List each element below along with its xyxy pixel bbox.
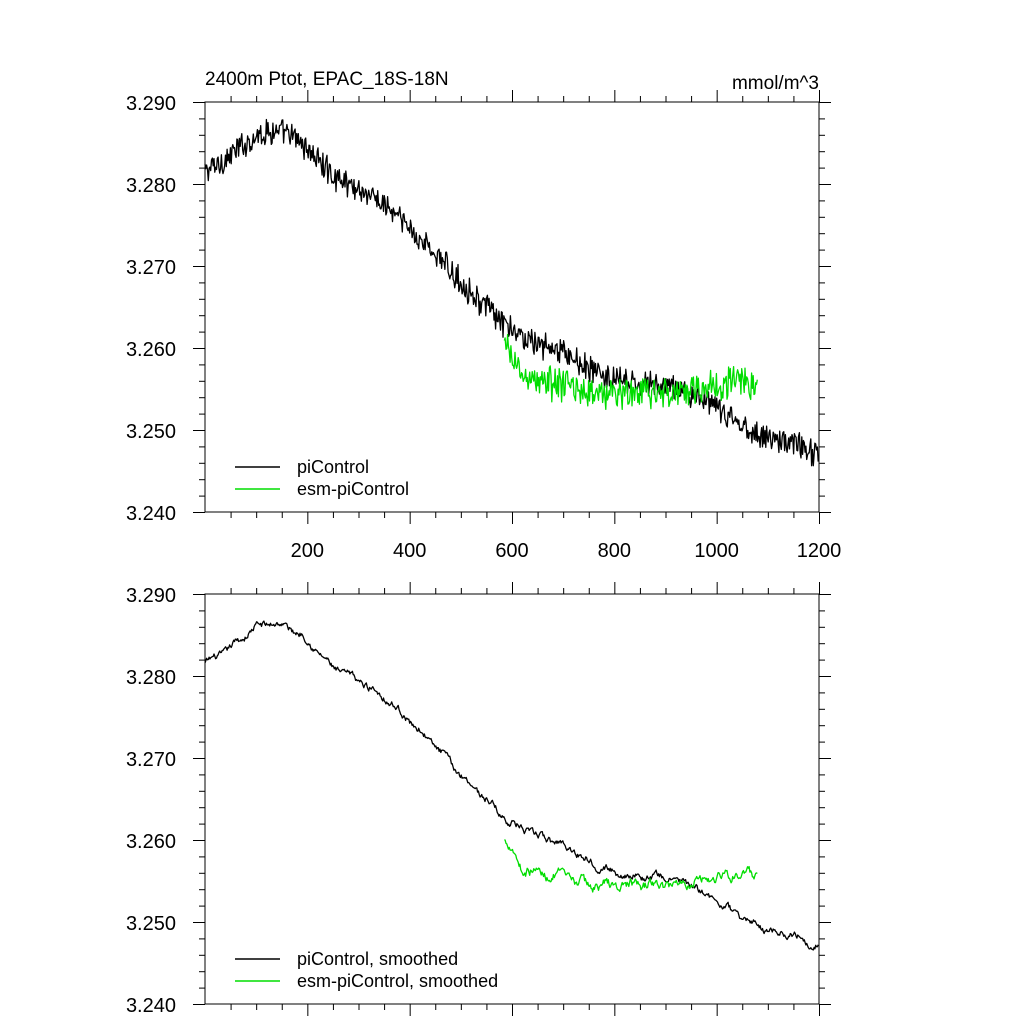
y-tick-label: 3.250 (126, 913, 176, 935)
legend-label: piControl (297, 457, 369, 477)
x-tick-label: 200 (291, 540, 324, 562)
series-line-esm-picontrol (503, 333, 758, 410)
y-tick-label: 3.280 (126, 667, 176, 689)
series-line-esm-picontrol (504, 839, 758, 893)
plot-frame (204, 593, 820, 1005)
x-tick-label: 1000 (694, 540, 739, 562)
bottom-panel: 3.240 3.250 3.260 3.270 3.280 3.290 piControl,… (126, 582, 831, 1017)
units-label: mmol/m^3 (732, 73, 819, 94)
y-tick-label: 3.280 (126, 175, 176, 197)
legend-label: piControl, smoothed (297, 949, 458, 969)
x-tick-label: 1200 (797, 540, 842, 562)
y-tick-label: 3.270 (126, 257, 176, 279)
series-line-picontrol (204, 620, 819, 951)
y-tick-label: 3.290 (126, 585, 176, 607)
series-line-picontrol (204, 118, 819, 467)
x-tick-label: 400 (393, 540, 426, 562)
top-panel: 2400m Ptot, EPAC_18S-18N mmol/m^3 200 400 60… (126, 69, 841, 562)
legend-label: esm-piControl (297, 479, 409, 499)
legend-label: esm-piControl, smoothed (297, 971, 498, 991)
chart-title: 2400m Ptot, EPAC_18S-18N (205, 69, 449, 90)
y-tick-label: 3.240 (126, 503, 176, 525)
y-tick-label: 3.260 (126, 831, 176, 853)
x-tick-label: 600 (495, 540, 528, 562)
y-tick-label: 3.260 (126, 339, 176, 361)
y-tick-label: 3.270 (126, 749, 176, 771)
plot-frame (204, 101, 820, 513)
y-tick-label: 3.290 (126, 93, 176, 115)
x-tick-label: 800 (598, 540, 631, 562)
y-tick-label: 3.250 (126, 421, 176, 443)
y-tick-label: 3.240 (126, 995, 176, 1017)
